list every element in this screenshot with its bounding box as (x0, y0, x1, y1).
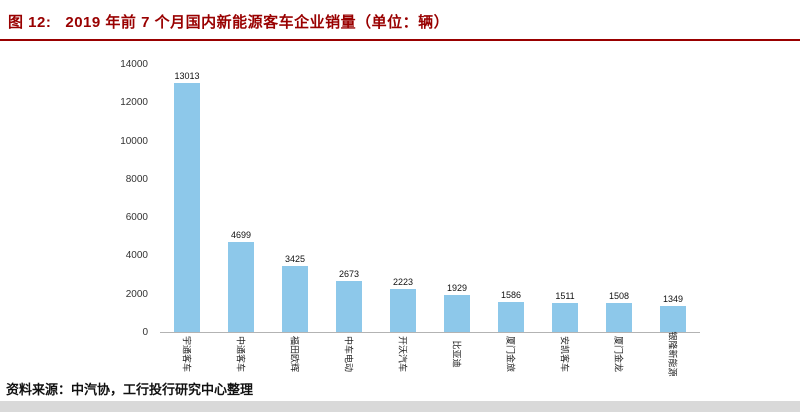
y-tick-label: 0 (142, 327, 148, 338)
page-bottom-strip (0, 401, 800, 412)
bar (336, 280, 362, 332)
bar-value-label: 4699 (230, 230, 252, 241)
x-category-label: 宇通客车 (181, 335, 192, 373)
x-axis-labels: 宇通客车 中通客车 福田欧辉 中车电动 开沃汽车 比亚迪 厦门金旅 安凯客车 厦门金龙 银隆新能源 (160, 331, 700, 377)
x-category-label: 厦门金龙 (613, 335, 624, 373)
bar-value-label: 1929 (446, 283, 468, 294)
y-tick-label: 4000 (125, 250, 148, 262)
x-category-label: 福田欧辉 (289, 335, 300, 373)
bar (444, 295, 470, 332)
y-tick-label: 6000 (125, 212, 148, 224)
bar (552, 303, 578, 332)
bar (390, 289, 416, 332)
x-category-label: 银隆新能源 (667, 331, 678, 377)
bar-group: 1508 (592, 65, 646, 332)
bar-value-label: 1508 (608, 291, 630, 302)
y-tick-label: 12000 (120, 97, 148, 109)
x-category-label: 中车电动 (343, 335, 354, 373)
x-label-slot: 中通客车 (214, 333, 268, 375)
bar-group: 3425 (268, 65, 322, 332)
x-label-slot: 开沃汽车 (376, 333, 430, 375)
x-label-slot: 厦门金龙 (592, 333, 646, 375)
bar-group: 13013 (160, 65, 214, 332)
bar (228, 242, 254, 332)
x-label-slot: 比亚迪 (430, 333, 484, 375)
bar-value-label: 1511 (555, 291, 575, 302)
bar (660, 306, 686, 332)
bar (498, 301, 524, 332)
bar (174, 82, 200, 332)
bar-group: 1929 (430, 65, 484, 332)
y-tick-label: 14000 (120, 59, 148, 70)
x-label-slot: 安凯客车 (538, 333, 592, 375)
figure-header: 图 12: 2019 年前 7 个月国内新能源客车企业销量（单位：辆） (0, 0, 800, 39)
y-tick-label: 8000 (125, 173, 148, 185)
bar-value-label: 1586 (500, 289, 522, 300)
y-tick-label: 10000 (120, 135, 148, 147)
bar (282, 266, 308, 332)
plot-area: 13013 4699 3425 2673 2223 1929 1586 1511 1508 134… (160, 65, 700, 333)
x-category-label: 中通客车 (235, 335, 246, 373)
bar-value-label: 2223 (392, 277, 414, 288)
bar-group: 2223 (376, 65, 430, 332)
bar-value-label: 1349 (662, 294, 684, 305)
x-label-slot: 福田欧辉 (268, 333, 322, 375)
x-label-slot: 中车电动 (322, 333, 376, 375)
bar-group: 4699 (214, 65, 268, 332)
bar-group: 1511 (538, 65, 592, 332)
figure-title: 2019 年前 7 个月国内新能源客车企业销量（单位：辆） (65, 14, 450, 31)
bar-value-label: 13013 (174, 70, 200, 81)
figure-number-label: 图 12: (8, 14, 52, 31)
x-category-label: 开沃汽车 (397, 335, 408, 373)
source-note: 资料来源：中汽协，工行投行研究中心整理 (6, 382, 254, 397)
header-divider (0, 39, 800, 41)
x-label-slot: 银隆新能源 (646, 331, 700, 377)
x-label-slot: 厦门金旅 (484, 333, 538, 375)
x-category-label: 安凯客车 (559, 335, 570, 373)
bar-chart: 0 2000 4000 6000 8000 10000 12000 14000 13013 46… (112, 59, 704, 377)
bar (606, 303, 632, 332)
y-axis: 0 2000 4000 6000 8000 10000 12000 14000 (112, 59, 152, 338)
bar-group: 1349 (646, 65, 700, 332)
bar-value-label: 2673 (338, 268, 360, 279)
x-category-label: 比亚迪 (451, 340, 462, 368)
bar-group: 2673 (322, 65, 376, 332)
bar-group: 1586 (484, 65, 538, 332)
x-label-slot: 宇通客车 (160, 333, 214, 375)
x-category-label: 厦门金旅 (505, 335, 516, 373)
y-tick-label: 2000 (125, 288, 148, 300)
bar-value-label: 3425 (284, 254, 306, 265)
